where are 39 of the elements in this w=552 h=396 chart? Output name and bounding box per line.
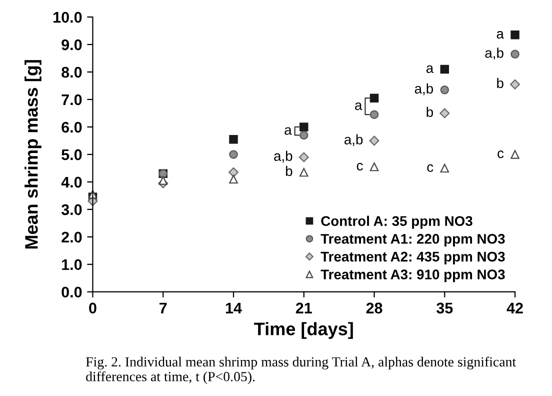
caption: Fig. 2. Individual mean shrimp mass during Trial A, alphas denote significant differences at time, t (P<0.05). — [86, 356, 516, 384]
annotation: a,b — [485, 48, 504, 60]
annotation: a — [355, 102, 362, 110]
x-tick-label: 21 — [296, 302, 312, 314]
x-tick-label: 28 — [366, 302, 382, 314]
annotation: a — [426, 65, 434, 73]
annotation: b — [426, 106, 433, 117]
y-tick-label: 8.0 — [62, 66, 82, 78]
y-tick-label: 3.0 — [61, 204, 82, 216]
annotation: c — [498, 150, 504, 158]
annotation: a — [496, 31, 504, 39]
annotation: b — [497, 78, 504, 88]
y-tick-label: 5.0 — [62, 149, 82, 160]
y-tick-label: 4.0 — [61, 176, 82, 188]
x-tick-label: 0 — [89, 302, 96, 314]
annotation: a — [284, 127, 292, 135]
x-tick-label: 14 — [226, 302, 242, 314]
x-tick-label: 7 — [160, 302, 167, 314]
annotation: a,b — [274, 150, 292, 163]
y-tick-label: 2.0 — [62, 232, 82, 243]
x-axis-title: Time [days] — [254, 322, 353, 339]
y-axis-title: Mean shrimp mass [g] — [24, 60, 42, 249]
y-tick-label: 9.0 — [62, 39, 82, 50]
legend-label: Treatment A2: 435 ppm NO3 — [320, 252, 505, 264]
legend-label: Control A: 35 ppm NO3 — [321, 216, 472, 229]
legend-label: Treatment A1: 220 ppm NO3 — [320, 234, 505, 247]
y-tick-label: 10.0 — [54, 12, 82, 23]
y-tick-label: 0.0 — [62, 286, 82, 298]
annotation: c — [356, 162, 363, 171]
x-tick-label: 42 — [506, 302, 523, 314]
annotation: b — [286, 166, 292, 176]
legend-label: Treatment A3: 910 ppm NO3 — [320, 270, 505, 282]
y-tick-label: 1.0 — [62, 259, 82, 270]
y-tick-label: 7.0 — [62, 94, 82, 106]
x-tick-label: 35 — [436, 302, 453, 314]
annotation: a,b — [414, 83, 433, 96]
y-tick-label: 6.0 — [62, 122, 82, 133]
annotation: c — [427, 164, 434, 172]
annotation: a,b — [344, 134, 363, 146]
